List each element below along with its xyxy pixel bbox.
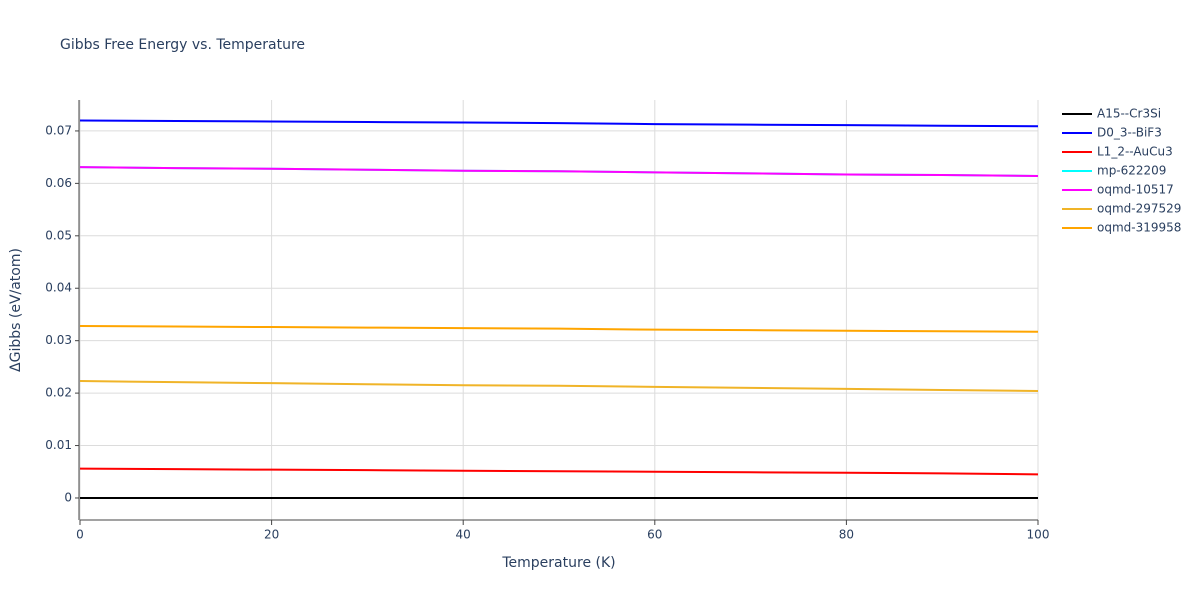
series-line	[79, 380, 1039, 393]
legend-label: oqmd-297529	[1097, 202, 1181, 216]
y-tick-label: 0.03	[45, 333, 72, 347]
x-tick-label: 20	[264, 528, 279, 542]
x-axis-label: Temperature (K)	[501, 555, 615, 571]
legend-label: D0_3--BiF3	[1097, 126, 1162, 140]
x-tick-label: 40	[456, 528, 471, 542]
series-line	[79, 324, 1039, 333]
y-tick-label: 0.02	[45, 386, 72, 400]
y-tick-label: 0.05	[45, 228, 72, 242]
y-tick-label: 0.04	[45, 281, 72, 295]
legend-label: mp-622209	[1097, 164, 1166, 178]
chart-title: Gibbs Free Energy vs. Temperature	[60, 37, 305, 53]
y-tick-label: 0.01	[45, 438, 72, 452]
legend-label: L1_2--AuCu3	[1097, 145, 1173, 159]
y-axis-label: ΔGibbs (eV/atom)	[8, 248, 24, 372]
series-line	[79, 166, 1039, 178]
legend-label: A15--Cr3Si	[1097, 107, 1161, 121]
series-line	[79, 467, 1039, 476]
x-tick-label: 60	[647, 528, 662, 542]
y-tick-label: 0.07	[45, 123, 72, 137]
x-tick-label: 100	[1027, 528, 1050, 542]
y-tick-label: 0.06	[45, 176, 72, 190]
series-line	[79, 119, 1039, 128]
y-tick-label: 0	[64, 490, 72, 504]
x-tick-label: 0	[76, 528, 84, 542]
legend-label: oqmd-10517	[1097, 183, 1174, 197]
x-tick-label: 80	[839, 528, 854, 542]
legend-label: oqmd-319958	[1097, 221, 1181, 235]
